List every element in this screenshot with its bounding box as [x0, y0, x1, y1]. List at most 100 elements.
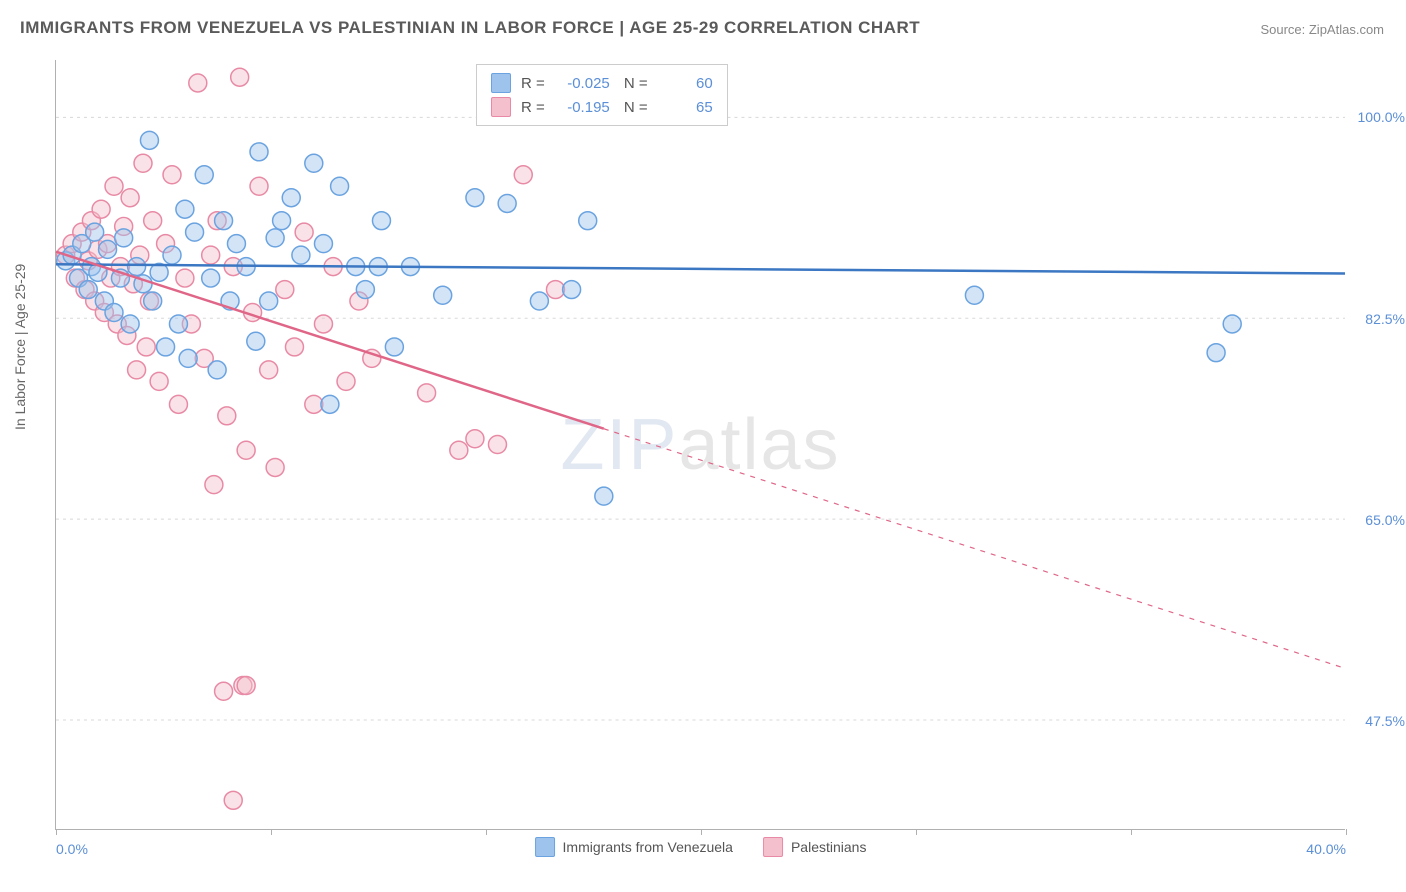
stat-n-value-palestinians: 65 — [658, 99, 713, 116]
scatter-point — [92, 200, 110, 218]
scatter-point — [150, 372, 168, 390]
scatter-point — [295, 223, 313, 241]
plot-area: ZIPatlas R = -0.025 N = 60 R = -0.195 N … — [55, 60, 1345, 830]
scatter-point — [292, 246, 310, 264]
scatter-point — [163, 166, 181, 184]
scatter-point — [337, 372, 355, 390]
gridlines — [56, 117, 1345, 720]
stat-n-label: N = — [620, 99, 648, 116]
regression-line-dashed — [604, 429, 1345, 669]
scatter-point — [128, 361, 146, 379]
scatter-point — [215, 212, 233, 230]
series-palestinians-points — [57, 68, 565, 809]
scatter-point — [237, 677, 255, 695]
scatter-point — [121, 189, 139, 207]
scatter-point — [218, 407, 236, 425]
scatter-point — [169, 395, 187, 413]
scatter-point — [321, 395, 339, 413]
scatter-point — [385, 338, 403, 356]
scatter-point — [157, 338, 175, 356]
legend-item-palestinians: Palestinians — [763, 837, 867, 857]
scatter-point — [134, 154, 152, 172]
scatter-point — [530, 292, 548, 310]
legend-swatch-venezuela — [535, 837, 555, 857]
scatter-point — [176, 200, 194, 218]
x-tick-label: 0.0% — [56, 841, 88, 857]
scatter-point — [285, 338, 303, 356]
scatter-point — [215, 682, 233, 700]
scatter-point — [99, 240, 117, 258]
scatter-point — [266, 458, 284, 476]
scatter-point — [105, 177, 123, 195]
y-tick-label: 82.5% — [1365, 311, 1405, 327]
scatter-point — [144, 292, 162, 310]
scatter-point — [227, 235, 245, 253]
scatter-point — [202, 246, 220, 264]
scatter-point — [314, 235, 332, 253]
scatter-point — [237, 441, 255, 459]
scatter-point — [314, 315, 332, 333]
scatter-point — [450, 441, 468, 459]
scatter-point — [546, 281, 564, 299]
scatter-point — [189, 74, 207, 92]
swatch-palestinians — [491, 97, 511, 117]
scatter-point — [137, 338, 155, 356]
scatter-point — [260, 292, 278, 310]
scatter-point — [176, 269, 194, 287]
scatter-point — [372, 212, 390, 230]
swatch-venezuela — [491, 73, 511, 93]
scatter-point — [965, 286, 983, 304]
scatter-point — [1223, 315, 1241, 333]
scatter-point — [231, 68, 249, 86]
scatter-point — [595, 487, 613, 505]
scatter-point — [224, 791, 242, 809]
scatter-point — [305, 154, 323, 172]
legend-item-venezuela: Immigrants from Venezuela — [535, 837, 733, 857]
scatter-point — [563, 281, 581, 299]
scatter-point — [163, 246, 181, 264]
series-venezuela-points — [57, 74, 1242, 505]
scatter-point — [418, 384, 436, 402]
scatter-point — [115, 229, 133, 247]
stat-r-label: R = — [521, 75, 545, 92]
scatter-point — [202, 269, 220, 287]
scatter-point — [128, 258, 146, 276]
bottom-legend: Immigrants from Venezuela Palestinians — [535, 837, 867, 857]
scatter-point — [205, 476, 223, 494]
plot-svg — [56, 60, 1345, 829]
stats-row-palestinians: R = -0.195 N = 65 — [491, 95, 713, 119]
stat-r-value-palestinians: -0.195 — [555, 99, 610, 116]
x-tick-label: 40.0% — [1306, 841, 1346, 857]
chart-container: IMMIGRANTS FROM VENEZUELA VS PALESTINIAN… — [0, 0, 1406, 892]
y-tick-label: 65.0% — [1365, 512, 1405, 528]
stat-r-value-venezuela: -0.025 — [555, 75, 610, 92]
scatter-point — [79, 281, 97, 299]
scatter-point — [260, 361, 278, 379]
scatter-point — [208, 361, 226, 379]
scatter-point — [195, 166, 213, 184]
y-axis-label: In Labor Force | Age 25-29 — [12, 264, 28, 430]
source-label: Source: ZipAtlas.com — [1260, 22, 1384, 37]
scatter-point — [250, 143, 268, 161]
scatter-point — [579, 212, 597, 230]
stat-n-label: N = — [620, 75, 648, 92]
scatter-point — [86, 223, 104, 241]
scatter-point — [266, 229, 284, 247]
scatter-point — [140, 131, 158, 149]
stats-legend-box: R = -0.025 N = 60 R = -0.195 N = 65 — [476, 64, 728, 126]
scatter-point — [144, 212, 162, 230]
scatter-point — [356, 281, 374, 299]
scatter-point — [105, 304, 123, 322]
scatter-point — [186, 223, 204, 241]
stat-n-value-venezuela: 60 — [658, 75, 713, 92]
scatter-point — [514, 166, 532, 184]
legend-label-venezuela: Immigrants from Venezuela — [563, 839, 733, 855]
chart-title: IMMIGRANTS FROM VENEZUELA VS PALESTINIAN… — [20, 18, 920, 38]
y-tick-label: 47.5% — [1365, 713, 1405, 729]
scatter-point — [434, 286, 452, 304]
scatter-point — [331, 177, 349, 195]
scatter-point — [276, 281, 294, 299]
scatter-point — [121, 315, 139, 333]
scatter-point — [498, 194, 516, 212]
scatter-point — [250, 177, 268, 195]
